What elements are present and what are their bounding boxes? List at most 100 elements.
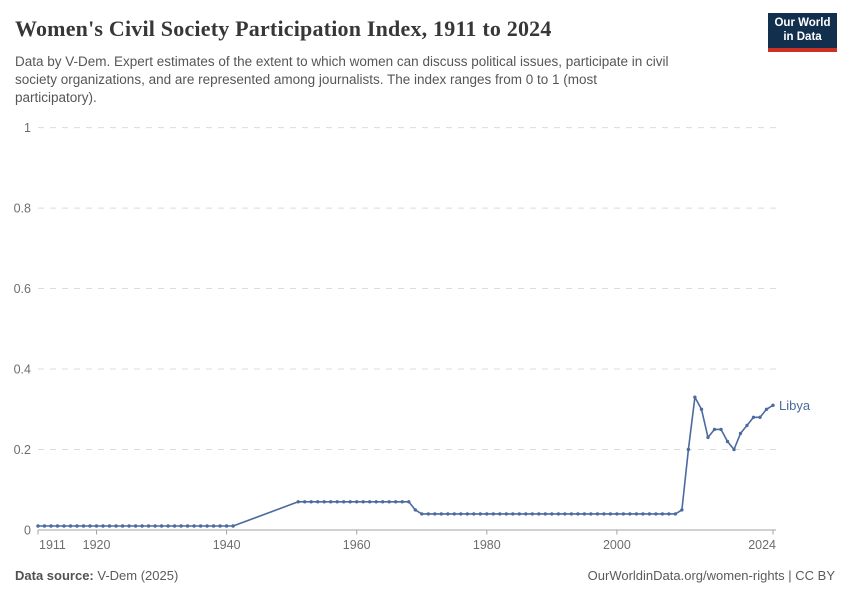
data-point[interactable]: [381, 500, 385, 504]
data-point[interactable]: [530, 512, 534, 516]
series-line-libya[interactable]: [37, 396, 774, 527]
data-point[interactable]: [426, 512, 430, 516]
data-point[interactable]: [738, 431, 743, 436]
data-point[interactable]: [205, 524, 209, 528]
data-point[interactable]: [745, 423, 749, 428]
data-point[interactable]: [224, 524, 229, 528]
data-point[interactable]: [296, 500, 300, 504]
data-point[interactable]: [699, 407, 704, 411]
data-point[interactable]: [725, 439, 730, 444]
data-point[interactable]: [94, 524, 99, 528]
data-point[interactable]: [387, 500, 391, 504]
data-point[interactable]: [133, 524, 138, 528]
data-point[interactable]: [140, 524, 144, 528]
data-point[interactable]: [582, 512, 587, 516]
data-point[interactable]: [764, 407, 769, 411]
data-point[interactable]: [634, 512, 639, 516]
data-point[interactable]: [159, 524, 164, 528]
data-point[interactable]: [576, 512, 580, 516]
data-point[interactable]: [446, 512, 450, 516]
data-point[interactable]: [394, 500, 398, 504]
data-point[interactable]: [771, 403, 775, 407]
data-point[interactable]: [75, 524, 79, 528]
owid-logo[interactable]: Our World in Data: [768, 13, 837, 52]
data-point[interactable]: [107, 524, 112, 528]
data-point[interactable]: [478, 512, 482, 516]
data-point[interactable]: [198, 524, 203, 528]
data-point[interactable]: [543, 512, 547, 516]
data-point[interactable]: [88, 524, 92, 528]
data-point[interactable]: [413, 508, 417, 512]
data-point[interactable]: [81, 524, 86, 528]
data-point[interactable]: [641, 512, 645, 516]
data-point[interactable]: [660, 512, 665, 516]
data-point[interactable]: [712, 427, 717, 432]
data-point[interactable]: [218, 524, 222, 528]
data-point[interactable]: [686, 447, 691, 452]
data-point[interactable]: [68, 524, 73, 528]
series-end-label[interactable]: Libya: [779, 398, 811, 413]
data-point[interactable]: [550, 512, 554, 516]
data-point[interactable]: [706, 435, 710, 440]
data-point[interactable]: [42, 524, 47, 528]
data-point[interactable]: [504, 512, 508, 516]
data-point[interactable]: [465, 512, 469, 516]
data-point[interactable]: [329, 500, 333, 504]
data-point[interactable]: [537, 512, 541, 516]
data-point[interactable]: [498, 512, 502, 516]
data-point[interactable]: [680, 508, 684, 512]
data-point[interactable]: [335, 500, 339, 504]
data-point[interactable]: [348, 500, 352, 504]
data-point[interactable]: [120, 524, 125, 528]
data-point[interactable]: [192, 524, 196, 528]
data-point[interactable]: [719, 427, 723, 432]
data-point[interactable]: [459, 512, 463, 516]
data-point[interactable]: [751, 415, 756, 419]
data-point[interactable]: [36, 524, 40, 528]
data-point[interactable]: [361, 500, 365, 504]
data-point[interactable]: [433, 512, 437, 516]
data-point[interactable]: [732, 447, 736, 452]
data-point[interactable]: [303, 500, 307, 504]
data-point[interactable]: [322, 500, 326, 504]
data-point[interactable]: [647, 512, 652, 516]
data-point[interactable]: [316, 500, 320, 504]
data-point[interactable]: [524, 512, 528, 516]
data-point[interactable]: [407, 500, 411, 504]
data-point[interactable]: [420, 512, 424, 516]
data-point[interactable]: [569, 512, 574, 516]
data-point[interactable]: [49, 524, 53, 528]
data-point[interactable]: [491, 512, 495, 516]
data-point[interactable]: [608, 512, 613, 516]
data-point[interactable]: [556, 512, 561, 516]
data-point[interactable]: [693, 395, 697, 399]
data-point[interactable]: [127, 524, 131, 528]
license-credit[interactable]: OurWorldinData.org/women-rights | CC BY: [587, 568, 835, 583]
data-point[interactable]: [667, 512, 671, 516]
data-point[interactable]: [563, 512, 567, 516]
data-point[interactable]: [602, 512, 606, 516]
data-point[interactable]: [231, 524, 235, 528]
data-point[interactable]: [114, 524, 118, 528]
data-point[interactable]: [517, 512, 521, 516]
data-point[interactable]: [55, 524, 60, 528]
data-point[interactable]: [628, 512, 632, 516]
data-point[interactable]: [758, 415, 762, 419]
data-point[interactable]: [166, 524, 170, 528]
data-point[interactable]: [179, 524, 183, 528]
data-point[interactable]: [172, 524, 177, 528]
data-point[interactable]: [62, 524, 66, 528]
data-point[interactable]: [374, 500, 378, 504]
data-point[interactable]: [589, 512, 593, 516]
data-point[interactable]: [452, 512, 456, 516]
data-point[interactable]: [673, 512, 678, 516]
data-point[interactable]: [439, 512, 443, 516]
data-point[interactable]: [185, 524, 190, 528]
data-point[interactable]: [654, 512, 658, 516]
data-point[interactable]: [146, 524, 151, 528]
data-point[interactable]: [355, 500, 359, 504]
data-point[interactable]: [400, 500, 404, 504]
data-point[interactable]: [101, 524, 105, 528]
